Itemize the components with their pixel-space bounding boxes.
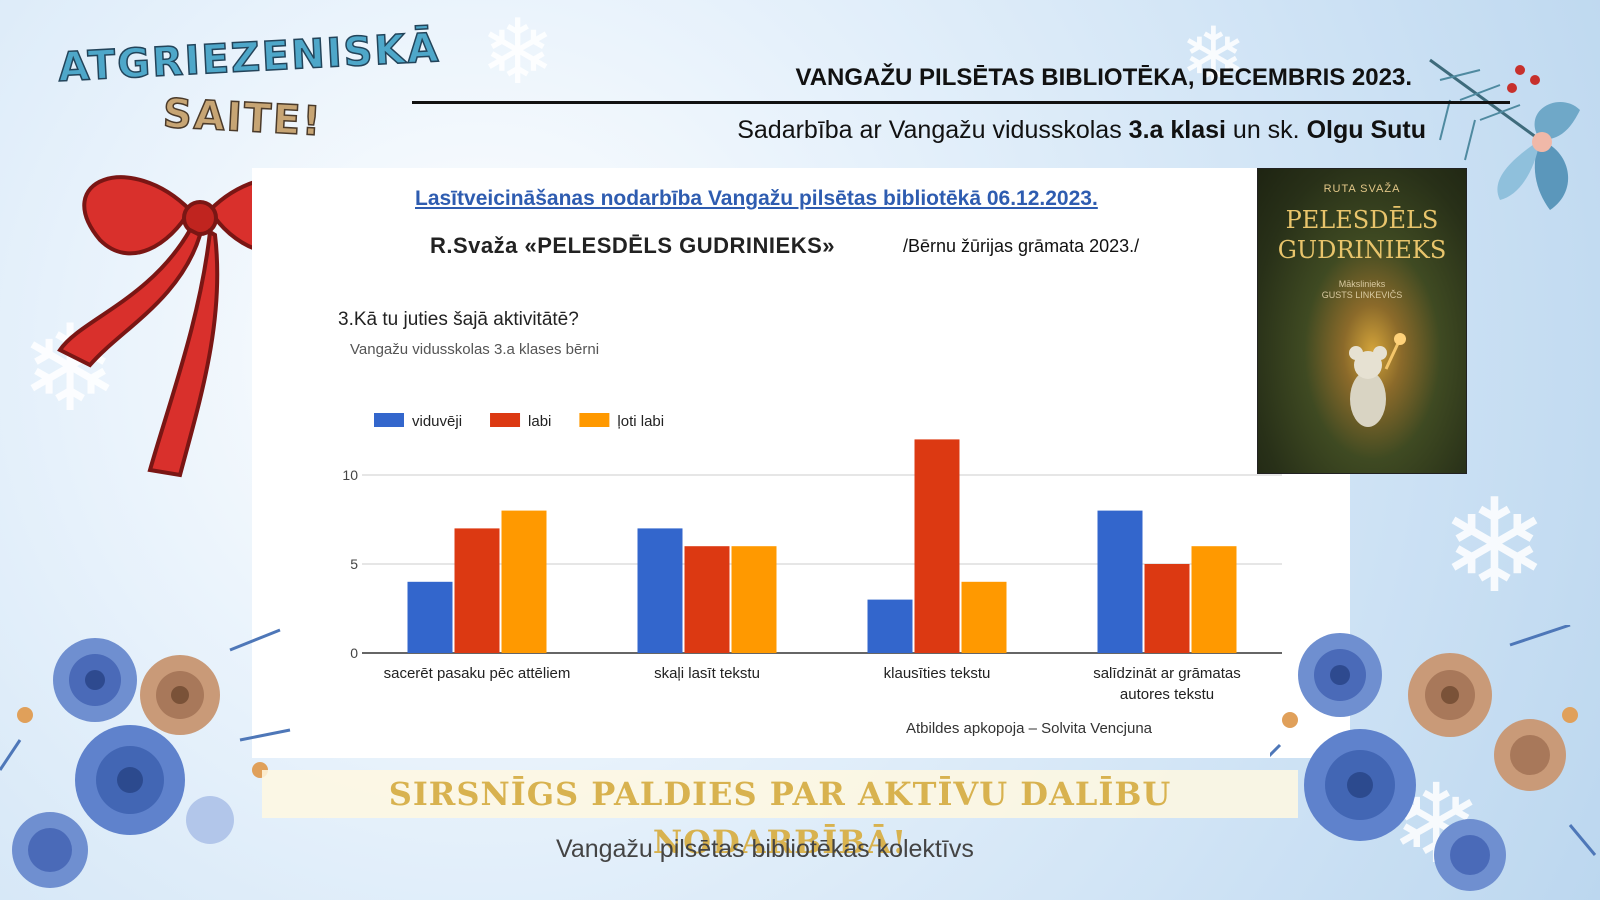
content-panel [252, 168, 1350, 758]
legend-label: labi [528, 413, 551, 430]
chart-subtitle: Vangažu vidusskolas 3.a klases bērni [350, 341, 600, 358]
x-tick-label: autores tekstu [1120, 686, 1214, 703]
subtitle-class: 3.a klasi [1128, 116, 1226, 144]
chart-title: 3.Kā tu juties šajā aktivitātē? [338, 309, 579, 330]
snowflake-icon: ❄ [480, 0, 556, 105]
cover-illustrator: Mākslinieks GUSTS LINKEVIČS [1258, 279, 1466, 301]
x-tick-label: klausīties tekstu [884, 665, 991, 682]
study-title: Lasītveicināšanas nodarbība Vangažu pils… [415, 187, 1098, 210]
holly-decoration-icon [1429, 58, 1580, 210]
book-cover-image: RUTA SVAŽA PELESDĒLS GUDRINIEKS Mākslinie… [1257, 168, 1467, 474]
x-tick-label: salīdzināt ar grāmatas [1093, 665, 1241, 682]
bar-labi [684, 546, 730, 653]
y-tick-label: 0 [350, 645, 358, 661]
cover-illustrator-line-1: Mākslinieks [1338, 279, 1386, 289]
bar-labi [454, 528, 500, 653]
legend-swatch [374, 413, 404, 427]
bar-ļoti-labi [961, 581, 1007, 653]
flower-bouquet-right-icon [1270, 625, 1597, 891]
team-signature: Vangažu pilsētas bibliotēkas kolektīvs [556, 835, 974, 863]
cover-title: PELESDĒLS GUDRINIEKS [1258, 205, 1466, 265]
legend-swatch [579, 413, 610, 427]
flower-bouquet-left-icon [0, 628, 291, 888]
x-tick-label: skaļi lasīt tekstu [654, 665, 760, 682]
bar-labi [1144, 564, 1190, 653]
legend-label: viduvēji [412, 413, 462, 430]
bar-ļoti-labi [731, 546, 777, 653]
x-tick-label: sacerēt pasaku pēc attēliem [384, 665, 571, 682]
y-tick-label: 10 [342, 467, 358, 483]
bar-viduvēji [867, 599, 913, 653]
header-subtitle: Sadarbība ar Vangažu vidusskolas 3.a kla… [560, 116, 1426, 145]
credit-note: Atbildes apkopoja – Solvita Vencjuna [906, 720, 1153, 737]
cover-illustrator-line-2: GUSTS LINKEVIČS [1321, 290, 1403, 300]
bar-labi [914, 439, 960, 653]
book-title-line: R.Svaža «PELESDĒLS GUDRINIEKS» [430, 233, 836, 258]
cover-title-line-1: PELESDĒLS [1285, 206, 1439, 234]
ribbon-bow-icon [57, 175, 327, 478]
header-divider [412, 101, 1510, 104]
legend-label: ļoti labi [617, 413, 664, 430]
bar-ļoti-labi [501, 510, 547, 653]
bar-viduvēji [637, 528, 683, 653]
cover-author: RUTA SVAŽA [1323, 183, 1401, 195]
jury-note: /Bērnu žūrijas grāmata 2023./ [903, 236, 1140, 256]
snowflake-icon: ❄ [1180, 10, 1248, 103]
header-title: VANGAŽU PILSĒTAS BIBLIOTĒKA, DECEMBRIS 2… [795, 64, 1412, 91]
cover-title-line-2: GUDRINIEKS [1277, 236, 1447, 264]
subtitle-teacher: Olgu Sutu [1306, 116, 1426, 144]
legend-swatch [490, 413, 521, 427]
thank-you-banner: SIRSNĪGS PALDIES PAR AKTĪVU DALĪBU NODAR… [262, 770, 1298, 861]
y-tick-label: 5 [350, 556, 358, 572]
snowflake-icon: ❄ [1440, 470, 1549, 622]
subtitle-mid: un sk. [1225, 116, 1307, 144]
mouse-illustration-icon [1349, 333, 1406, 427]
bar-ļoti-labi [1191, 546, 1237, 653]
subtitle-prefix: Sadarbība ar Vangažu vidusskolas [737, 116, 1129, 144]
bar-viduvēji [407, 581, 453, 653]
bar-viduvēji [1097, 510, 1143, 653]
